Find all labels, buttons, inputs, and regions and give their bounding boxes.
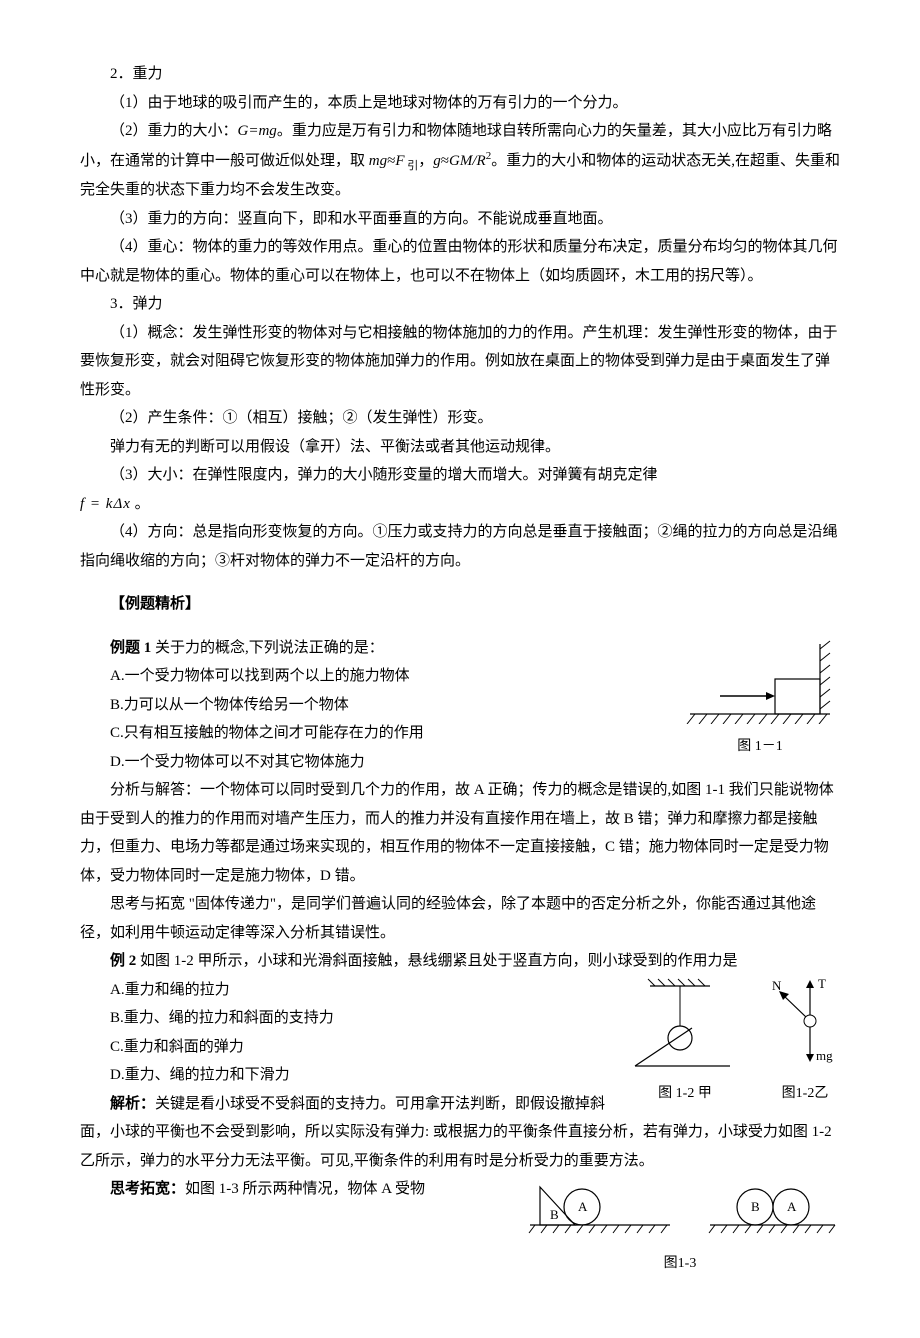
example-1-label: 例题 1: [110, 640, 155, 656]
s2-p1: （1）由于地球的吸引而产生的，本质上是地球对物体的万有引力的一个分力。: [80, 89, 840, 118]
s2-p4: （4）重心：物体的重力的等效作用点。重心的位置由物体的形状和质量分布决定，质量分…: [80, 233, 840, 290]
example-1-text: 关于力的概念,下列说法正确的是：: [155, 640, 384, 656]
fig13-right-B: B: [751, 1199, 760, 1214]
fig13-right-A: A: [787, 1199, 797, 1214]
figure-1-1-svg: [680, 634, 840, 724]
s3-p2: （2）产生条件：①（相互）接触；②（发生弹性）形变。: [80, 404, 840, 433]
s2-p2f: F: [395, 153, 404, 169]
s2-p2j: ≈: [441, 153, 449, 169]
example-1-analysis: 分析与解答：一个物体可以同时受到几个力的作用，故 A 正确；传力的概念是错误的,…: [80, 776, 840, 890]
example-2-solhead: 解析：: [110, 1096, 155, 1112]
example-3-thinktext: 如图 1-3 所示两种情况，物体 A 受物: [185, 1181, 425, 1197]
figure-1-2a: 图 1-2 甲: [630, 976, 740, 1108]
s2-p2: （2）重力的大小：G=mg。重力应是万有引力和物体随地球自转所需向心力的矢量差，…: [80, 117, 840, 205]
figure-1-2b: T N mg 图1-2乙: [770, 976, 840, 1108]
section-2-head: 2．重力: [80, 60, 840, 89]
s2-p3: （3）重力的方向：竖直向下，即和水平面垂直的方向。不能说成垂直地面。: [80, 205, 840, 234]
fig13-left-A: A: [578, 1199, 588, 1214]
figure-1-2b-svg: T N mg: [770, 976, 840, 1071]
examples-head: 【例题精析】: [80, 590, 840, 619]
s3-p3b: 。: [131, 496, 150, 512]
s3-formula: f = kΔx 。: [80, 490, 840, 519]
example-1-think: 思考与拓宽 "固体传递力"，是同学们普遍认同的经验体会，除了本题中的否定分析之外…: [80, 890, 840, 947]
figure-1-1: 图 1－1: [680, 634, 840, 761]
example-2-label: 例 2: [110, 953, 140, 969]
figure-1-2-row: 图 1-2 甲 T N mg 图1-2乙: [630, 976, 840, 1108]
example-3-thinkhead: 思考拓宽：: [110, 1181, 185, 1197]
s3-p2b: 弹力有无的判断可以用假设（拿开）法、平衡法或者其他运动规律。: [80, 433, 840, 462]
fbd-T: T: [818, 976, 826, 991]
s2-p2d: mg: [369, 153, 387, 169]
figure-1-3-svg: B A B A: [520, 1175, 840, 1240]
s3-p1: （1）概念：发生弹性形变的物体对与它相接触的物体施加的力的作用。产生机理：发生弹…: [80, 319, 840, 405]
figure-1-2b-caption: 图1-2乙: [770, 1081, 840, 1108]
fbd-mg: mg: [816, 1048, 833, 1063]
s3-p3: （3）大小：在弹性限度内，弹力的大小随形变量的增大而增大。对弹簧有胡克定律: [80, 461, 840, 490]
example-2-text: 如图 1-2 甲所示，小球和光滑斜面接触，悬线绷紧且处于竖直方向，则小球受到的作…: [140, 953, 738, 969]
figure-1-3: B A B A 图1-3: [520, 1175, 840, 1277]
s2-p2a: （2）重力的大小：: [110, 123, 238, 139]
figure-1-2a-caption: 图 1-2 甲: [630, 1081, 740, 1108]
s2-p2g: 引: [405, 160, 419, 172]
figure-1-2a-svg: [630, 976, 740, 1071]
s3-p3a: （3）大小：在弹性限度内，弹力的大小随形变量的增大而增大。对弹簧有胡克定律: [110, 467, 658, 483]
figure-1-3-caption: 图1-3: [520, 1251, 840, 1278]
hooke-formula: f = kΔx: [80, 496, 131, 512]
s2-p2b: G=mg: [238, 123, 277, 139]
fbd-N: N: [772, 978, 782, 993]
fig13-left-B: B: [550, 1207, 559, 1222]
figure-1-1-caption: 图 1－1: [680, 734, 840, 761]
s2-p2h: ，: [418, 153, 433, 169]
s3-p4: （4）方向：总是指向形变恢复的方向。①压力或支持力的方向总是垂直于接触面；②绳的…: [80, 518, 840, 575]
s2-p2i: g: [433, 153, 441, 169]
example-2-stem: 例 2 如图 1-2 甲所示，小球和光滑斜面接触，悬线绷紧且处于竖直方向，则小球…: [80, 947, 840, 976]
section-3-head: 3．弹力: [80, 290, 840, 319]
s2-p2k: GM/R: [449, 153, 486, 169]
